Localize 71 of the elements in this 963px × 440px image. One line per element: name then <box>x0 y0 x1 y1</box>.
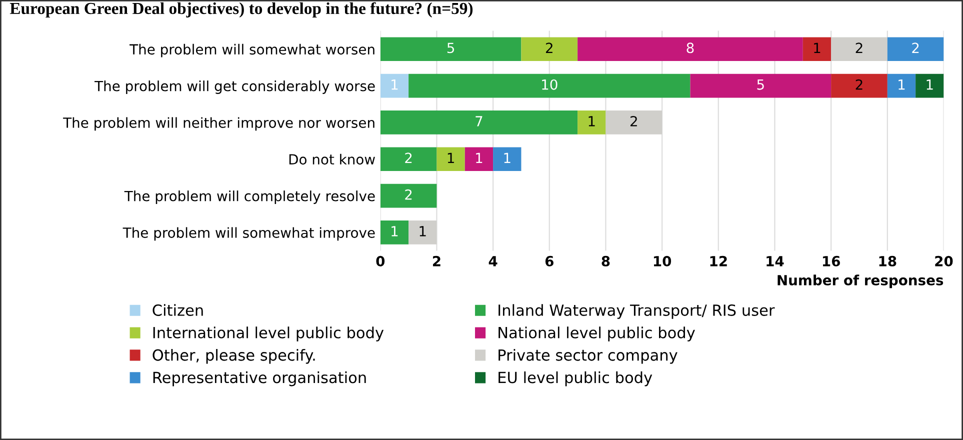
x-tick-label: 18 <box>879 256 896 266</box>
legend-label: Other, please specify. <box>152 349 315 364</box>
bar <box>380 37 522 62</box>
legend-label: EU level public body <box>498 371 652 386</box>
bar <box>521 37 578 62</box>
x-tick-label: 16 <box>822 256 840 266</box>
bar <box>916 74 944 98</box>
bar <box>802 37 832 62</box>
legend-label: Representative organisation <box>153 371 366 386</box>
data-label: 1 <box>504 152 510 163</box>
bar <box>606 110 662 134</box>
bar <box>380 184 437 208</box>
data-label: 2 <box>856 42 862 53</box>
legend-label: Inland Waterway Transport/ RIS user <box>498 304 775 319</box>
x-tick-label: 6 <box>545 256 554 266</box>
data-label: 1 <box>392 80 398 90</box>
data-label: 5 <box>757 80 764 90</box>
data-label: 1 <box>814 42 820 53</box>
data-label: 1 <box>588 116 595 126</box>
data-label: 2 <box>405 189 412 200</box>
x-axis-title: Number of responses <box>778 274 944 288</box>
data-label: 8 <box>686 42 694 54</box>
bar <box>408 74 690 98</box>
bar <box>887 37 944 62</box>
y-tick-label: Do not know <box>289 154 375 165</box>
y-tick-label: The problem will get considerably worse <box>94 80 375 94</box>
bar <box>493 147 522 172</box>
bar <box>380 74 409 98</box>
y-tick-label: The problem will somewhat worsen <box>130 44 374 58</box>
bar <box>831 74 888 98</box>
y-tick-label: The problem will somewhat improve <box>122 227 375 241</box>
x-tick-label: 8 <box>602 256 610 266</box>
x-tick-label: 0 <box>376 256 385 266</box>
data-label: 2 <box>630 116 637 126</box>
legend-label: International level public body <box>153 326 384 342</box>
x-tick-label: 20 <box>935 256 953 266</box>
bar <box>380 110 578 134</box>
bar <box>578 110 606 134</box>
legend-label: Citizen <box>152 304 203 316</box>
legend-label: National level public body <box>498 326 695 342</box>
bar <box>578 37 803 62</box>
legend-label: Private sector company <box>498 349 678 364</box>
data-label: 10 <box>542 79 558 90</box>
bar <box>831 37 888 62</box>
x-tick-label: 4 <box>488 256 498 266</box>
data-label: 2 <box>546 42 552 53</box>
data-label: 1 <box>392 226 398 236</box>
x-tick-label: 10 <box>654 256 672 266</box>
data-label: 1 <box>420 226 426 236</box>
bar <box>380 147 437 172</box>
y-tick-label: The problem will completely resolve <box>124 190 375 204</box>
text: European Green Deal objectives) to develop in the future? (n=59) <box>10 2 473 18</box>
data-label: 7 <box>476 116 482 126</box>
bar <box>690 74 832 98</box>
bar <box>408 220 437 244</box>
x-tick-label: 14 <box>766 256 784 266</box>
data-label: 2 <box>912 42 919 53</box>
data-label: 1 <box>898 80 905 90</box>
bar <box>464 147 494 172</box>
bar <box>887 74 916 98</box>
data-label: 1 <box>926 80 933 90</box>
data-label: 2 <box>856 79 862 90</box>
y-tick-label: The problem will neither improve nor worsen <box>63 117 374 131</box>
data-label: 5 <box>447 42 454 54</box>
data-label: 1 <box>448 152 454 163</box>
data-label: 2 <box>405 152 412 163</box>
data-label: 1 <box>476 152 482 163</box>
bar <box>380 220 409 244</box>
bar <box>436 147 465 172</box>
x-tick-label: 12 <box>710 256 727 266</box>
x-tick-label: 2 <box>432 256 440 266</box>
